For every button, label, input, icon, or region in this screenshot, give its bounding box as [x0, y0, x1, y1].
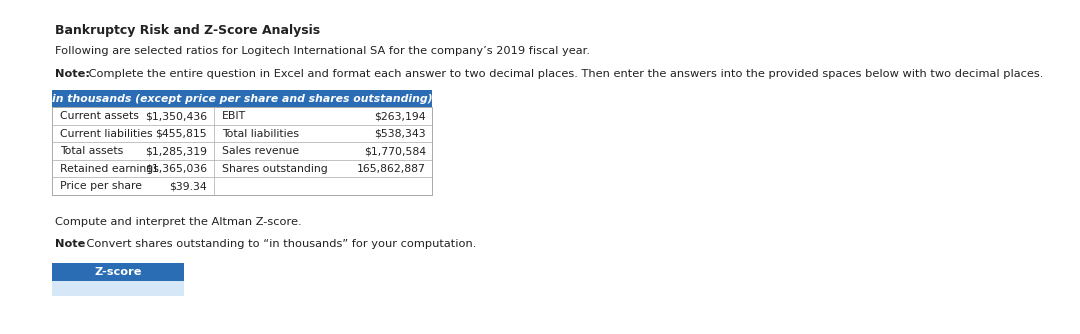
Text: in thousands (except price per share and shares outstanding): in thousands (except price per share and…	[52, 94, 432, 104]
Text: Retained earnings: Retained earnings	[60, 164, 159, 174]
Text: Following are selected ratios for Logitech International SA for the company’s 20: Following are selected ratios for Logite…	[55, 46, 590, 56]
Text: Note: Note	[55, 239, 85, 249]
Text: Sales revenue: Sales revenue	[222, 146, 299, 156]
Text: $1,365,036: $1,365,036	[145, 164, 207, 174]
Text: Compute and interpret the Altman Z-score.: Compute and interpret the Altman Z-score…	[55, 217, 301, 227]
Text: $263,194: $263,194	[375, 111, 426, 121]
Text: EBIT: EBIT	[222, 111, 246, 121]
Text: Z-score: Z-score	[94, 267, 141, 277]
Text: Note:: Note:	[55, 69, 90, 79]
Text: $1,350,436: $1,350,436	[145, 111, 207, 121]
Text: : Convert shares outstanding to “in thousands” for your computation.: : Convert shares outstanding to “in thou…	[79, 239, 476, 249]
Text: Current liabilities: Current liabilities	[60, 129, 152, 139]
Text: Complete the entire question in Excel and format each answer to two decimal plac: Complete the entire question in Excel an…	[85, 69, 1043, 79]
Text: Bankruptcy Risk and Z-Score Analysis: Bankruptcy Risk and Z-Score Analysis	[55, 24, 320, 37]
Text: Total liabilities: Total liabilities	[222, 129, 299, 139]
Text: $1,285,319: $1,285,319	[145, 146, 207, 156]
Text: $538,343: $538,343	[375, 129, 426, 139]
Text: 165,862,887: 165,862,887	[357, 164, 426, 174]
Text: $1,770,584: $1,770,584	[364, 146, 426, 156]
Text: $39.34: $39.34	[170, 181, 207, 191]
Text: $455,815: $455,815	[156, 129, 207, 139]
Bar	[52, 263, 184, 281]
Bar	[52, 90, 432, 108]
Text: Total assets: Total assets	[60, 146, 123, 156]
Text: Shares outstanding: Shares outstanding	[222, 164, 327, 174]
Text: Current assets: Current assets	[60, 111, 139, 121]
Bar	[52, 281, 184, 296]
Text: Price per share: Price per share	[60, 181, 141, 191]
